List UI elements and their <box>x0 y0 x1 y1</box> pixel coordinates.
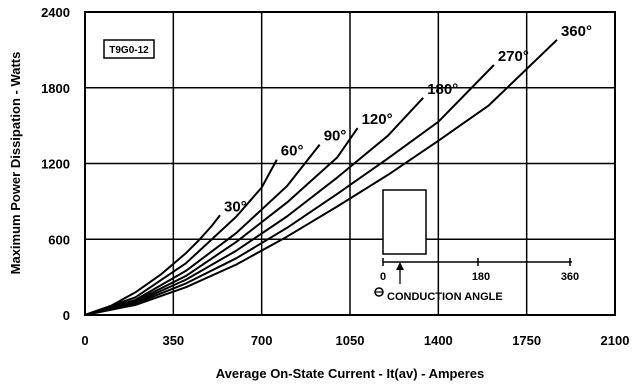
series-label: 360° <box>561 23 592 40</box>
series-label: 120° <box>362 111 393 128</box>
x-tick-label: 0 <box>81 333 88 348</box>
inset-tick-label-360: 360 <box>561 271 579 283</box>
series-line <box>84 127 359 316</box>
inset-arrow-head-icon <box>396 262 404 270</box>
y-axis-title: Maximum Power Dissipation - Watts <box>8 52 23 275</box>
x-tick-label: 1400 <box>424 333 453 348</box>
series-line <box>84 159 278 316</box>
x-tick-label: 1750 <box>512 333 541 348</box>
x-tick-label: 700 <box>251 333 273 348</box>
y-tick-label: 1200 <box>41 157 70 172</box>
conduction-angle-inset: 0 180 360 CONDUCTION ANGLE <box>374 189 579 303</box>
y-tick-label: 0 <box>63 308 70 323</box>
inset-waveform-box <box>382 189 427 255</box>
series-group: 30° 60° 90° 120° 180° 270° 360° <box>84 23 592 316</box>
x-tick-label: 350 <box>162 333 184 348</box>
series-line <box>84 97 424 316</box>
series-label: 30° <box>224 198 247 215</box>
series-line <box>84 39 558 316</box>
series-label: 90° <box>324 128 347 145</box>
y-tick-labels: 0 600 1200 1800 2400 <box>41 5 70 323</box>
inset-tick-label-0: 0 <box>380 271 386 283</box>
series-label: 180° <box>427 81 458 98</box>
inset-caption: CONDUCTION ANGLE <box>387 291 503 303</box>
series-line <box>84 64 495 316</box>
x-tick-label: 1050 <box>336 333 365 348</box>
x-tick-label: 2100 <box>601 333 630 348</box>
inset-tick-label-180: 180 <box>472 271 490 283</box>
part-number-badge: T9G0-12 <box>103 39 155 59</box>
x-axis-title: Average On-State Current - It(av) - Ampe… <box>216 366 485 381</box>
y-tick-label: 1800 <box>41 81 70 96</box>
series-label: 60° <box>281 143 304 160</box>
x-tick-labels: 0 350 700 1050 1400 1750 2100 <box>81 333 629 348</box>
y-tick-label: 600 <box>48 232 70 247</box>
y-tick-label: 2400 <box>41 5 70 20</box>
series-label: 270° <box>498 48 529 65</box>
part-number-text: T9G0-12 <box>109 45 149 56</box>
